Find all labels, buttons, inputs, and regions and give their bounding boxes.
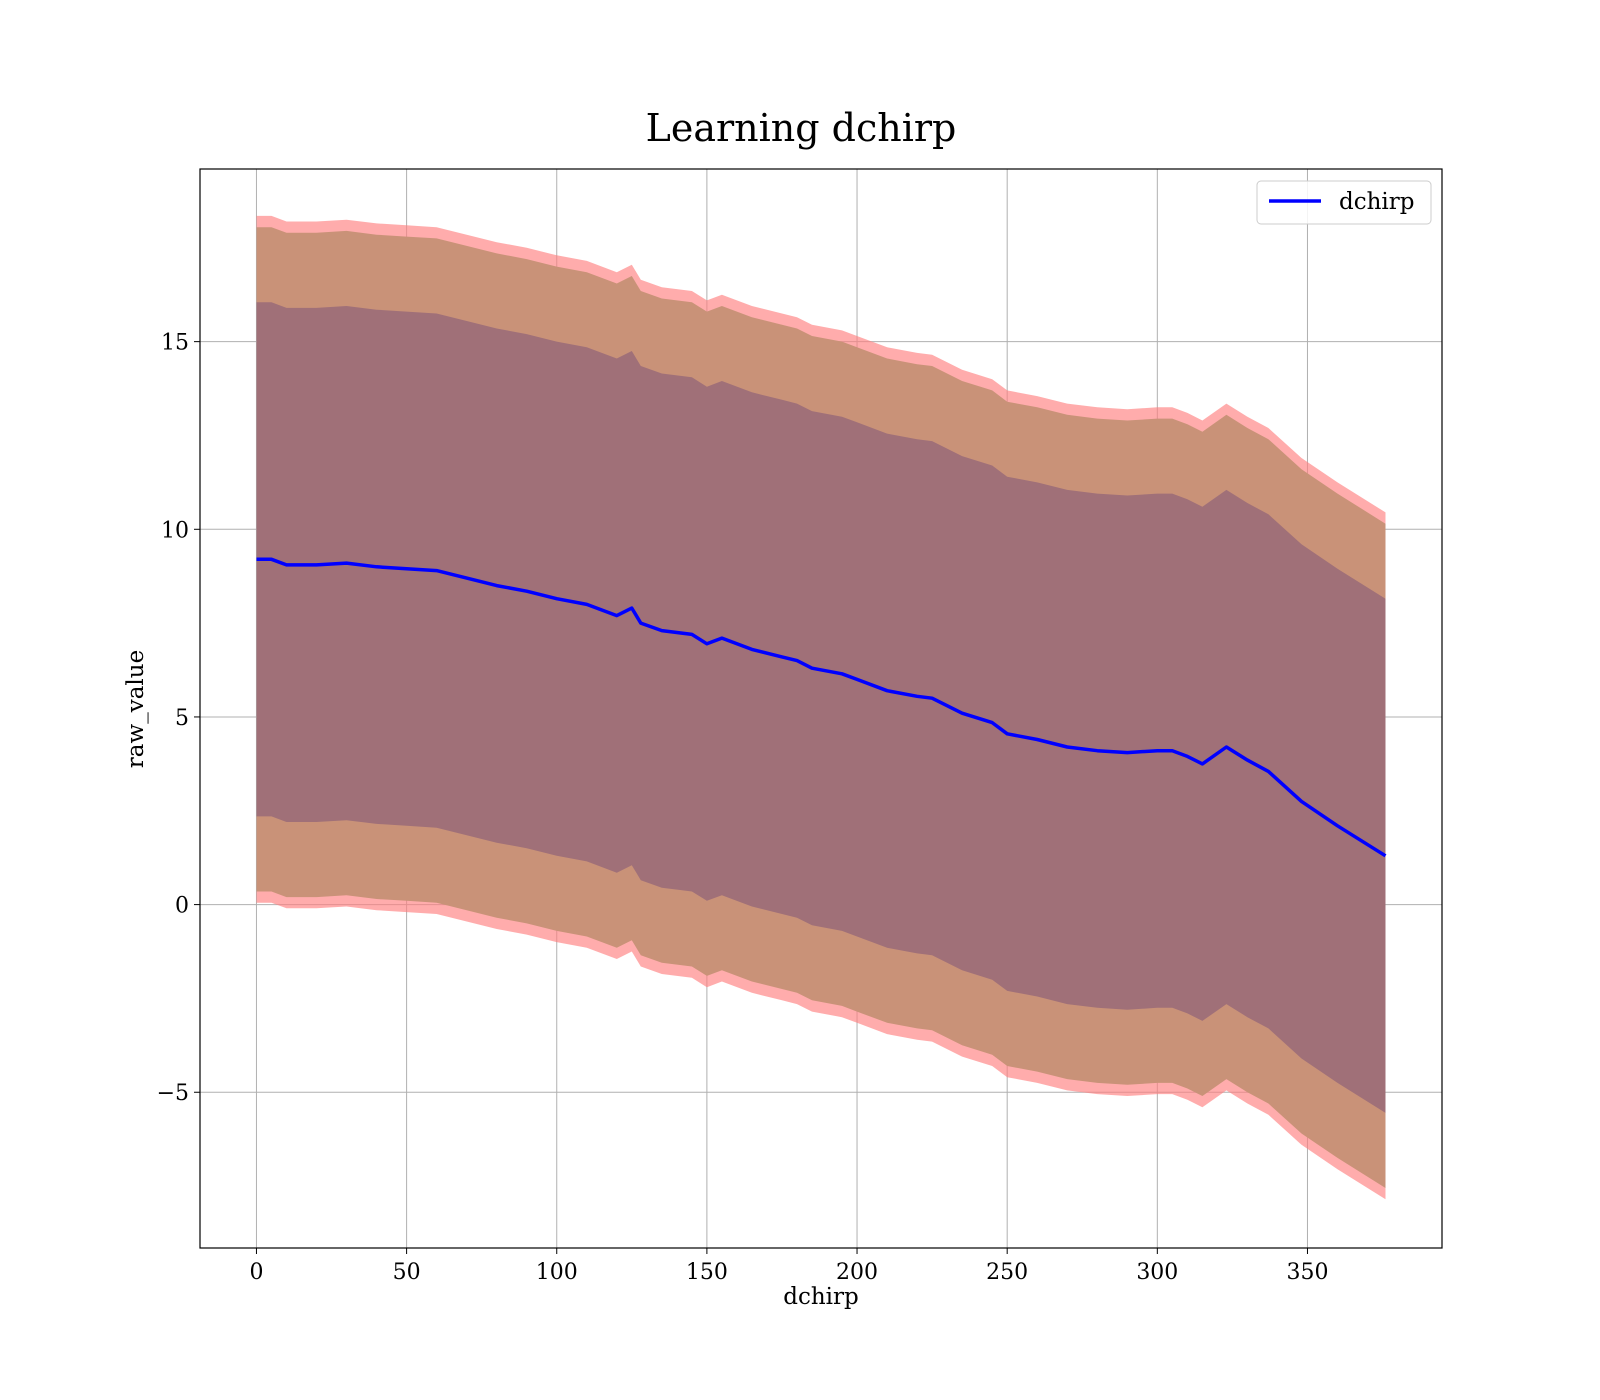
legend-label-dchirp: dchirp [1339, 189, 1415, 215]
x-axis-title: dchirp [783, 1284, 859, 1310]
plot-frame [199, 168, 1443, 1249]
y-tick-label: 0 [175, 894, 189, 919]
y-tick-label: 5 [175, 706, 189, 731]
x-tick-label: 250 [986, 1260, 1028, 1285]
x-tick-label: 200 [836, 1260, 878, 1285]
y-axis: −5 0 5 10 15 [157, 331, 200, 1106]
x-tick-label: 300 [1136, 1260, 1178, 1285]
y-tick-label: −5 [157, 1081, 189, 1106]
y-tick-label: 10 [161, 518, 189, 543]
x-tick-label: 50 [393, 1260, 421, 1285]
y-tick-label: 15 [161, 331, 189, 356]
x-tick-label: 350 [1286, 1260, 1328, 1285]
inner-band [256, 302, 1386, 1113]
x-axis: 0 50 100 150 200 250 300 350 [249, 1248, 1328, 1285]
chart-title: Learning dchirp [646, 106, 957, 150]
plot-area [199, 168, 1443, 1249]
x-tick-label: 150 [686, 1260, 728, 1285]
series-line-dchirp [256, 557, 1387, 858]
x-tick-label: 100 [536, 1260, 578, 1285]
legend-box [1256, 180, 1432, 225]
y-axis-title: raw_value [123, 650, 149, 768]
x-tick-label: 0 [249, 1260, 263, 1285]
std-bands [256, 215, 1386, 1200]
legend: dchirp [1256, 180, 1432, 225]
